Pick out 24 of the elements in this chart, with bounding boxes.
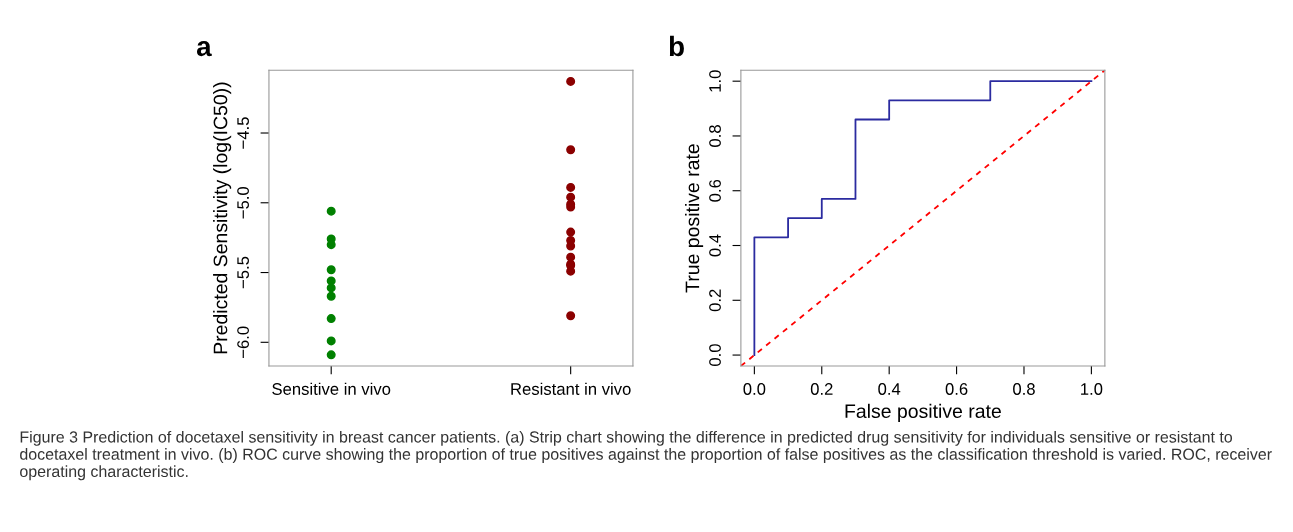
x-tick-label: 0.4 — [878, 383, 901, 395]
x-tick-label: 0.0 — [743, 383, 766, 395]
y-tick-label: 0.6 — [709, 179, 721, 202]
y-tick-label: 0.2 — [709, 289, 721, 312]
y-tick-label: 1.0 — [709, 70, 721, 92]
y-axis-title: True positive rate — [685, 144, 704, 293]
x-tick-label: Resistant in vivo — [511, 382, 631, 395]
x-tick-label: 1.0 — [1081, 383, 1103, 395]
x-tick-label: 0.2 — [810, 383, 833, 395]
y-tick-label: 0.0 — [709, 344, 721, 366]
y-tick-label: −5.0 — [237, 186, 249, 219]
y-tick-label: 0.8 — [709, 125, 721, 147]
y-tick-label: −6.0 — [237, 326, 249, 358]
chart-title: b — [669, 35, 684, 57]
y-tick-label: −4.5 — [237, 117, 249, 149]
chart-title: a — [196, 41, 212, 57]
y-axis-title: Predicted Sensitivity (log(IC50)) — [213, 82, 232, 354]
x-tick-label: 0.6 — [945, 383, 968, 395]
x-tick-label: 0.8 — [1013, 383, 1035, 395]
x-tick-label: Sensitive in vivo — [272, 382, 391, 395]
y-tick-label: 0.4 — [709, 234, 721, 257]
caption: Figure 3 Prediction of docetaxel sensitivity in breast cancer patients. (a) Strip chart showing the difference in predicted drug sensitivity for individuals sensitive or resistant to docetaxel treatment in vivo. (b) ROC curve showing the proportion of true positives against the proportion of false positives as the classification threshold is varied. ROC, receiver operating characteristic. — [20, 430, 1272, 481]
x-axis-title: False positive rate — [845, 403, 1001, 422]
y-tick-label: −5.5 — [237, 256, 249, 289]
